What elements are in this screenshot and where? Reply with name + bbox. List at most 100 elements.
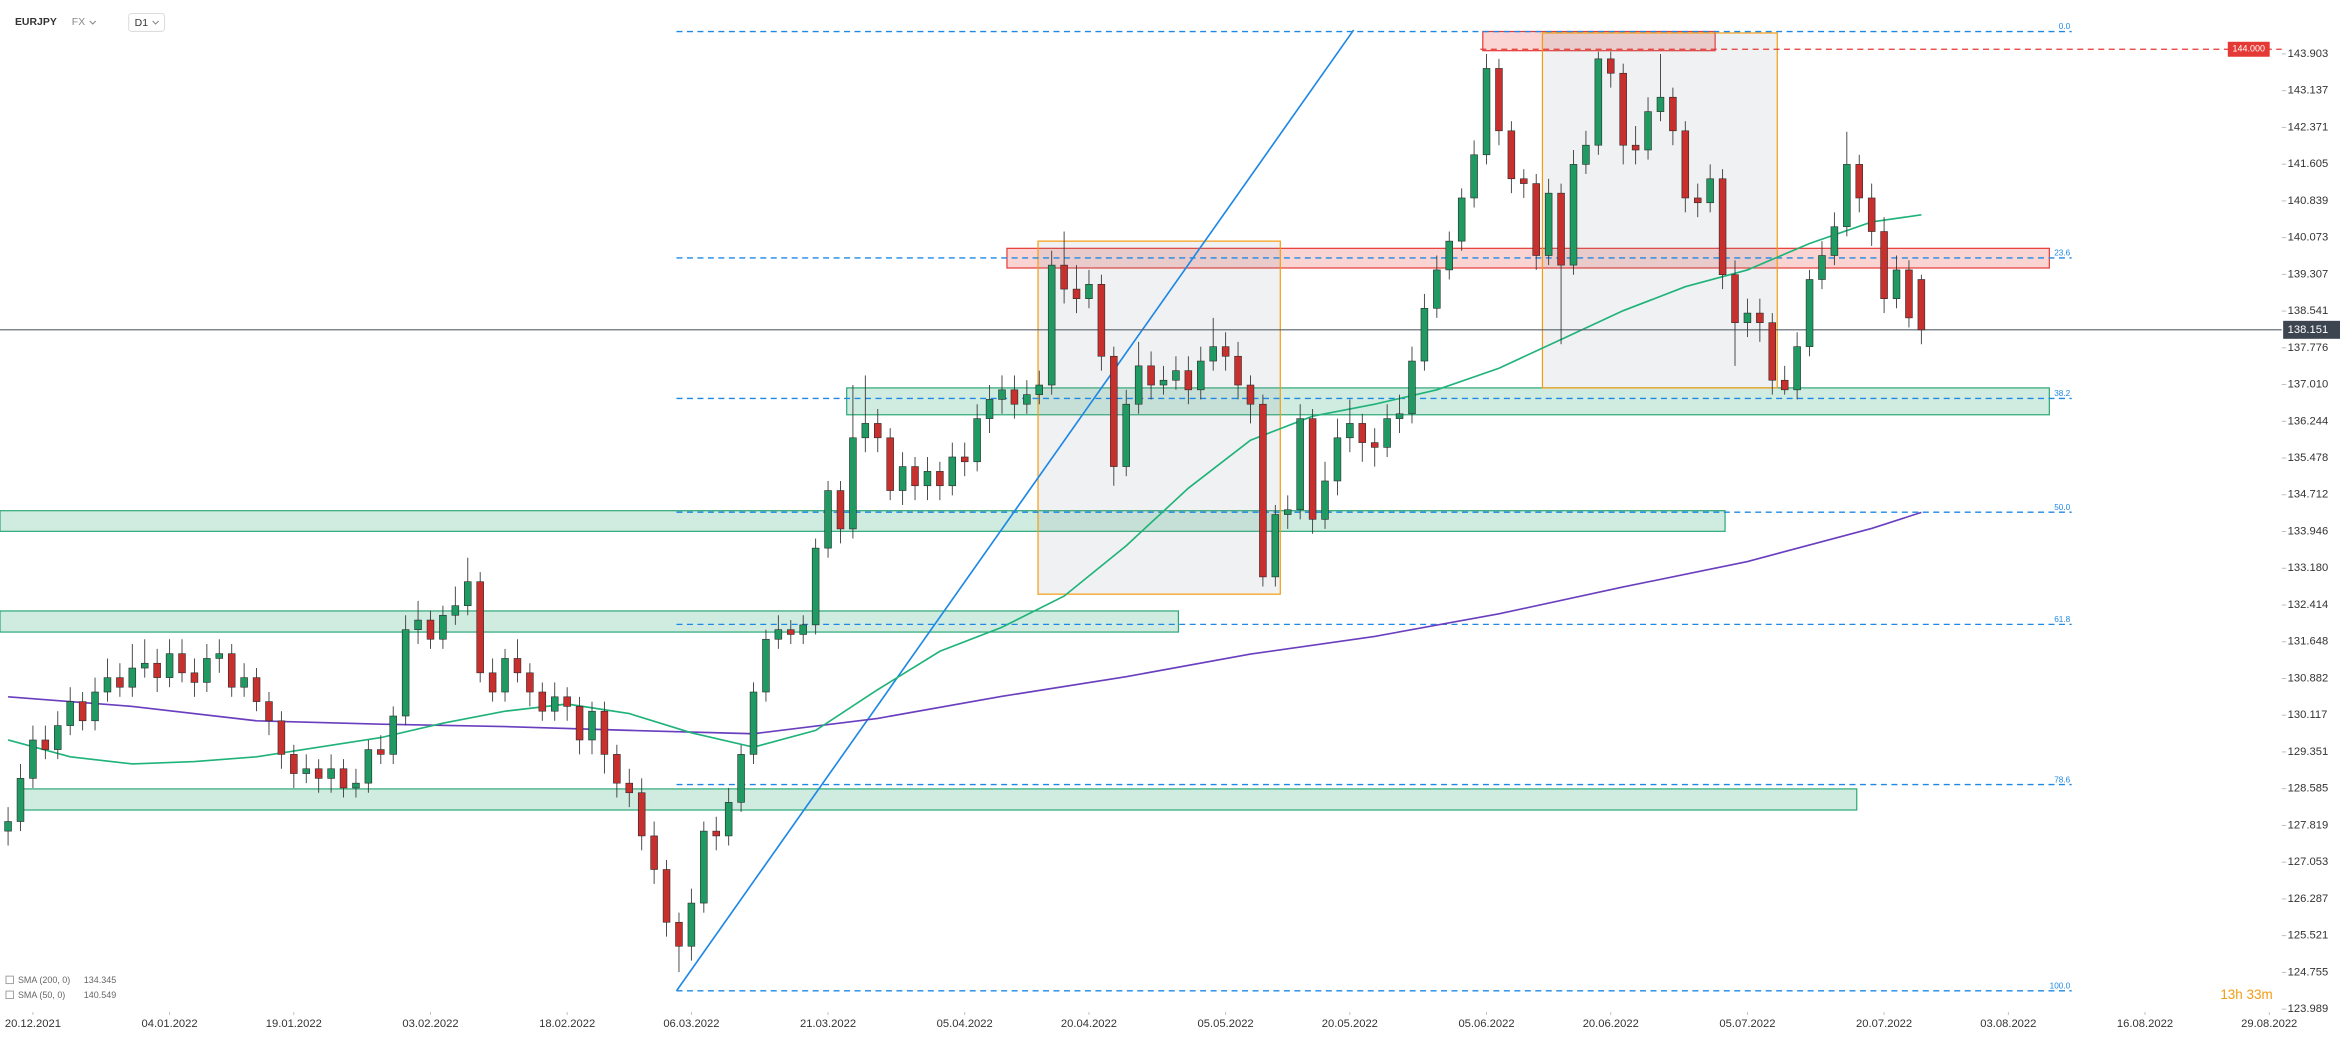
candle-body xyxy=(1383,418,1391,448)
legend-name: SMA (50, 0) xyxy=(18,990,65,1000)
y-tick-label: 137.010 xyxy=(2288,379,2329,391)
dropdown-icon[interactable] xyxy=(89,20,97,25)
last-price-box xyxy=(2283,320,2341,339)
candle-body xyxy=(1656,96,1665,112)
candle-body xyxy=(973,418,981,463)
x-tick-label: 21.03.2022 xyxy=(800,1018,856,1030)
dropdown-icon[interactable] xyxy=(152,20,159,25)
candle-body xyxy=(439,614,447,640)
candle-body xyxy=(762,638,770,693)
alert-label: 144.000 xyxy=(2233,44,2265,54)
y-tick-label: 127.053 xyxy=(2288,856,2329,868)
candle-body xyxy=(1718,178,1727,276)
candle-body xyxy=(1805,279,1814,347)
candle-body xyxy=(600,710,609,755)
candle-body xyxy=(1743,312,1752,323)
candle-body xyxy=(1780,379,1789,391)
y-tick-label: 131.648 xyxy=(2288,636,2329,648)
fib-label: 50.0 xyxy=(2054,503,2070,512)
candle-body xyxy=(637,792,646,837)
y-tick-label: 143.137 xyxy=(2288,85,2329,97)
candle-body xyxy=(153,662,161,678)
candle-body xyxy=(1855,164,1863,199)
candle-body xyxy=(1346,423,1354,439)
y-tick-label: 139.307 xyxy=(2288,268,2329,280)
candle-body xyxy=(1072,288,1081,299)
candle-body xyxy=(339,768,348,789)
candle-body xyxy=(861,423,870,439)
candle-body xyxy=(140,662,149,669)
candle-body xyxy=(1631,144,1640,151)
candle-body xyxy=(103,677,112,693)
candle-body xyxy=(1706,178,1714,204)
candle-body xyxy=(1370,442,1379,448)
y-tick-label: 140.073 xyxy=(2288,232,2329,244)
candle-body xyxy=(575,706,584,741)
candle-body xyxy=(799,624,807,635)
candle-body xyxy=(1308,418,1317,520)
candle-body xyxy=(1433,269,1441,309)
candle-body xyxy=(749,691,758,755)
countdown: 13h 33m xyxy=(2220,987,2272,1002)
x-tick-label: 03.02.2022 xyxy=(402,1018,458,1030)
candle-body xyxy=(923,471,932,487)
candle-body xyxy=(203,658,211,683)
candle-body xyxy=(190,672,199,683)
candle-body xyxy=(1159,379,1168,386)
candle-body xyxy=(488,672,497,693)
candle-body xyxy=(4,821,12,832)
x-tick-label: 20.07.2022 xyxy=(1856,1018,1912,1030)
candle-body xyxy=(476,581,484,674)
candle-body xyxy=(1321,480,1329,520)
candle-body xyxy=(302,768,310,774)
candle-body xyxy=(1358,423,1367,443)
candle-body xyxy=(960,456,969,463)
timeframe-box[interactable] xyxy=(128,12,166,32)
candle-body xyxy=(91,691,99,722)
candle-body xyxy=(1234,355,1242,386)
candle-body xyxy=(128,667,137,688)
candle-body xyxy=(277,720,286,755)
candle-body xyxy=(1582,144,1590,165)
price-zone xyxy=(0,510,1726,532)
candle-body xyxy=(948,456,957,487)
candle-body xyxy=(886,437,894,491)
candle-body xyxy=(401,629,410,717)
y-tick-label: 134.712 xyxy=(2288,489,2329,501)
x-tick-label: 05.04.2022 xyxy=(937,1018,993,1030)
candle-body xyxy=(1221,346,1230,357)
candle-body xyxy=(215,653,224,659)
candle-body xyxy=(625,782,634,794)
candle-body xyxy=(1010,389,1019,405)
y-tick-label: 133.180 xyxy=(2288,562,2329,574)
candle-body xyxy=(1731,274,1739,323)
range-box xyxy=(1037,240,1281,595)
legend-icon xyxy=(5,990,14,1000)
fib-label: 23.6 xyxy=(2054,249,2070,258)
candle-body xyxy=(1482,68,1491,156)
candle-body xyxy=(1184,370,1193,391)
y-tick-label: 132.414 xyxy=(2288,599,2329,611)
y-tick-label: 128.585 xyxy=(2288,783,2329,795)
legend-icon xyxy=(5,975,14,985)
candle-body xyxy=(1023,394,1031,405)
timeframe: D1 xyxy=(135,18,149,29)
fib-label: 38.2 xyxy=(2054,389,2070,398)
candle-body xyxy=(314,768,323,779)
candle-body xyxy=(824,490,832,549)
x-tick-label: 18.02.2022 xyxy=(539,1018,595,1030)
candle-body xyxy=(1532,183,1540,256)
x-tick-label: 05.06.2022 xyxy=(1458,1018,1514,1030)
market: FX xyxy=(72,17,85,28)
candle-body xyxy=(252,677,261,702)
candle-body xyxy=(1619,72,1627,146)
x-tick-label: 29.08.2022 xyxy=(2241,1018,2297,1030)
candle-body xyxy=(1669,96,1677,132)
y-tick-label: 130.882 xyxy=(2288,672,2329,684)
candle-body xyxy=(1445,240,1453,271)
candle-body xyxy=(1147,365,1155,386)
y-tick-label: 130.117 xyxy=(2288,709,2328,721)
candle-body xyxy=(1110,355,1118,467)
y-tick-label: 125.521 xyxy=(2288,930,2329,942)
